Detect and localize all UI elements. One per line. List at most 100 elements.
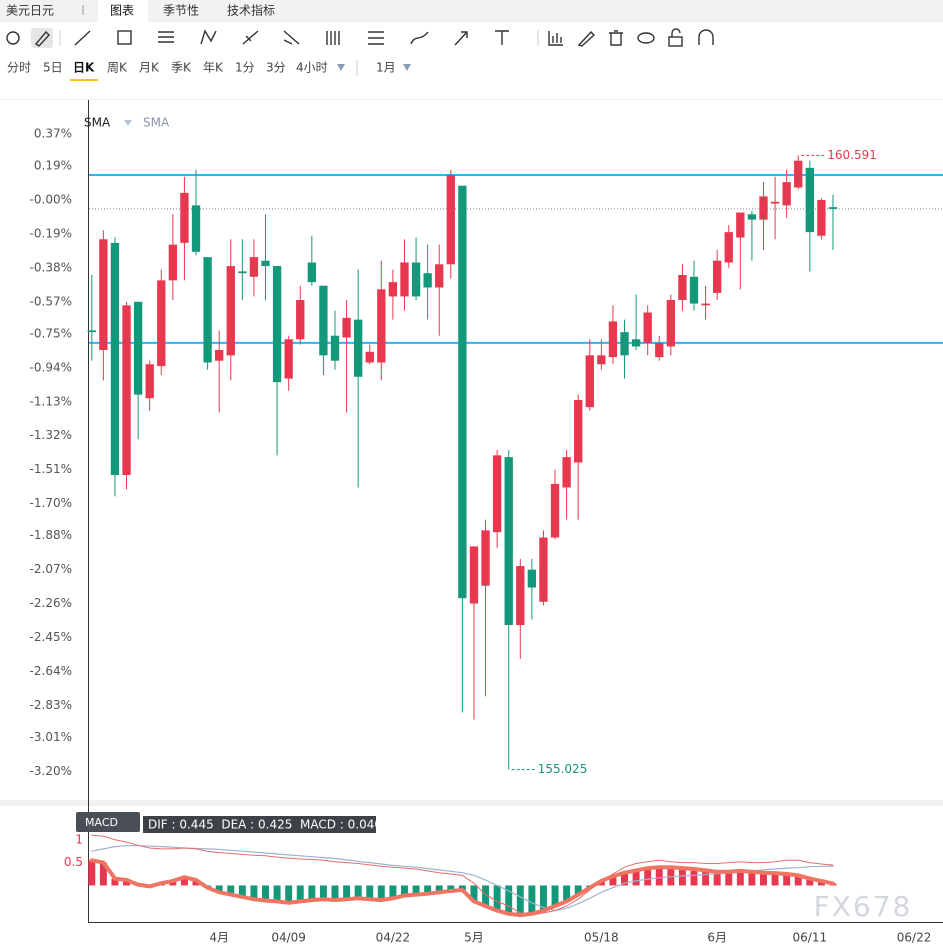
macd-bar: [273, 885, 281, 902]
macd-bar: [366, 885, 374, 900]
y-tick-label: -2.83%: [30, 698, 72, 712]
timeframe[interactable]: 1月: [376, 61, 396, 75]
tab-bar: [0, 0, 943, 22]
candle-body: [110, 242, 120, 475]
tool-icon[interactable]: [74, 30, 91, 46]
candle-body: [296, 300, 305, 340]
dropdown-arrow[interactable]: [337, 64, 345, 71]
x-tick-label: 04/22: [376, 931, 411, 944]
low-label: 155.025: [538, 762, 588, 776]
tool-icon[interactable]: [34, 30, 50, 47]
macd-bar: [690, 869, 698, 886]
tool-icon[interactable]: [200, 29, 217, 45]
timeframe[interactable]: 周K: [107, 61, 128, 75]
candle-body: [249, 257, 259, 277]
tool-icon[interactable]: [495, 30, 509, 45]
tool-icon[interactable]: [637, 32, 655, 44]
tool-icon[interactable]: [242, 30, 259, 45]
candle-body: [261, 260, 270, 267]
y-tick-label: -2.45%: [30, 630, 72, 644]
dropdown-arrow[interactable]: [403, 64, 411, 71]
tab[interactable]: 技术指标: [227, 3, 275, 18]
macd-bar: [551, 885, 559, 907]
candle-body: [435, 264, 444, 288]
y-tick-label: -0.94%: [30, 360, 72, 374]
candle-body: [330, 335, 340, 361]
candle-body: [759, 196, 768, 220]
y-tick-label: -0.00%: [30, 193, 72, 207]
timeframe[interactable]: 分时: [7, 61, 31, 75]
y-tick-label: 0.19%: [34, 159, 72, 173]
x-tick-label: 04/09: [271, 931, 306, 944]
timeframe[interactable]: 年K: [203, 61, 224, 75]
x-tick-label: 6月: [707, 931, 727, 944]
y-tick-label: -0.57%: [30, 294, 72, 308]
tool-icon[interactable]: [117, 30, 132, 45]
candle-body: [747, 214, 757, 220]
tool-icon[interactable]: [283, 30, 300, 45]
tool-icon[interactable]: [548, 31, 563, 46]
tab: 美元日元: [6, 4, 54, 18]
y-tick-label: -2.64%: [30, 664, 72, 678]
macd-bar: [285, 885, 293, 903]
macd-bar: [736, 870, 744, 886]
macd-bar: [678, 868, 686, 886]
candle-body: [191, 205, 201, 252]
indicator-arrow[interactable]: [124, 120, 132, 126]
timeframe[interactable]: 3分: [266, 61, 286, 75]
macd-badge-label[interactable]: MACD: [85, 816, 118, 829]
candle-body: [770, 201, 780, 204]
candle-body: [666, 300, 676, 347]
candle-body: [307, 262, 317, 283]
candle-body: [238, 271, 247, 274]
tool-icon[interactable]: [454, 31, 468, 46]
macd-bar: [725, 871, 733, 886]
y-tick-label: 0.37%: [34, 126, 72, 140]
tool-icon[interactable]: [326, 31, 340, 45]
tool-icon[interactable]: [368, 31, 384, 45]
macd-bar: [296, 885, 304, 902]
tool-icon[interactable]: [577, 30, 596, 47]
tool-icon[interactable]: [6, 31, 20, 45]
timeframe[interactable]: 4小时: [296, 61, 328, 75]
candle-body: [608, 321, 618, 358]
panel-divider: [0, 800, 943, 806]
macd-bar: [702, 870, 710, 886]
tool-icon[interactable]: [698, 29, 714, 45]
macd-bar: [99, 862, 107, 886]
timeframe[interactable]: 1分: [235, 61, 255, 75]
dea-line: [91, 845, 834, 912]
candle-body: [180, 192, 189, 243]
tab[interactable]: 季节性: [163, 4, 199, 18]
macd-badge[interactable]: [76, 812, 140, 832]
active-timeframe-underline: [70, 79, 98, 81]
macd-bar: [493, 885, 501, 911]
tool-icon[interactable]: [609, 30, 623, 46]
tool-icon[interactable]: [410, 31, 429, 45]
macd-bar: [794, 875, 802, 886]
tool-icon[interactable]: [158, 31, 174, 43]
macd-bar: [215, 885, 223, 893]
tool-icon[interactable]: [668, 36, 683, 47]
macd-bar: [377, 885, 385, 901]
x-tick-label: 06/22: [897, 931, 932, 944]
candle-body: [122, 305, 131, 475]
timeframe[interactable]: 5日: [43, 61, 63, 75]
candle-body: [284, 339, 293, 379]
x-tick-label: 06/11: [793, 931, 828, 944]
candle-body: [689, 276, 699, 304]
tool-icon-active[interactable]: [31, 28, 53, 48]
candle-body: [133, 301, 143, 395]
macd-bar: [644, 868, 652, 886]
candle-body: [516, 566, 525, 625]
macd-bar: [123, 879, 131, 886]
timeframe[interactable]: 季K: [171, 61, 192, 75]
macd-bar: [111, 878, 119, 886]
tool-icon[interactable]: [671, 28, 681, 37]
macd-bar: [227, 885, 235, 895]
candle-body: [423, 273, 432, 288]
candle-body: [712, 260, 722, 293]
timeframe[interactable]: 日K: [73, 61, 95, 75]
timeframe[interactable]: 月K: [139, 61, 160, 75]
tab[interactable]: 图表: [110, 4, 134, 18]
